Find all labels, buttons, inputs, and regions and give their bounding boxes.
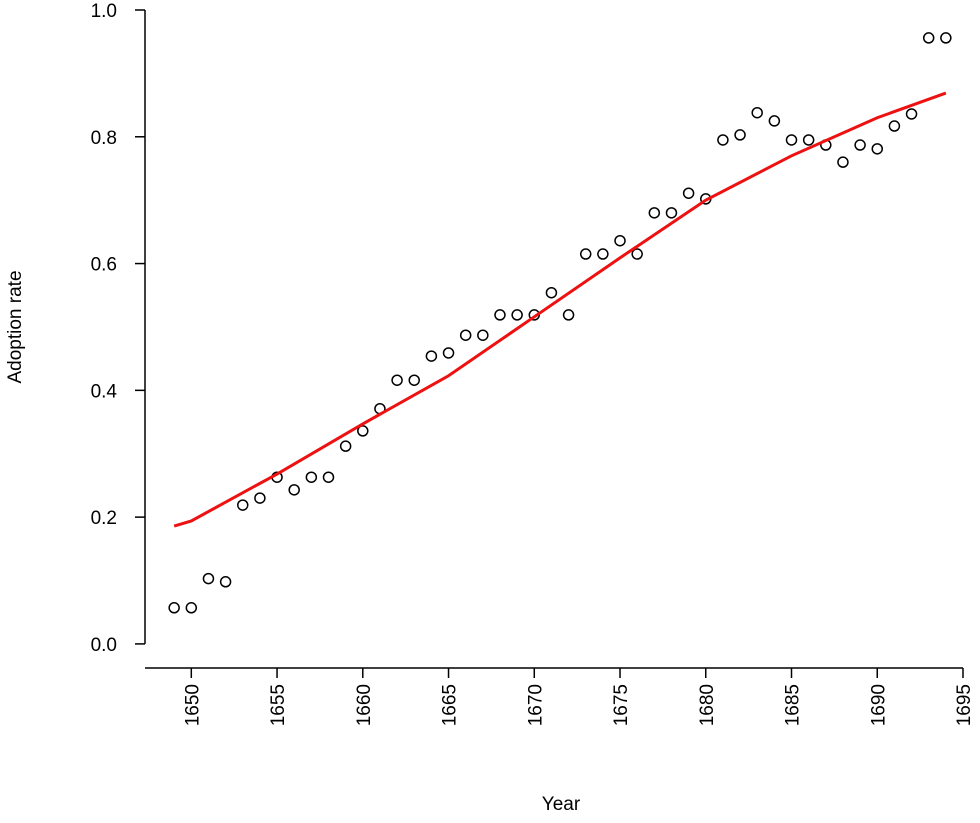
data-point bbox=[305, 471, 318, 483]
data-point bbox=[425, 350, 438, 362]
y-tick-label: 0.6 bbox=[91, 255, 117, 276]
data-point bbox=[236, 499, 249, 511]
data-point bbox=[768, 115, 781, 127]
x-tick-label: 1650 bbox=[182, 684, 203, 726]
data-point bbox=[168, 602, 180, 614]
data-point bbox=[511, 309, 523, 321]
x-tick-label: 1670 bbox=[525, 684, 546, 726]
data-point bbox=[837, 156, 849, 168]
y-tick-label: 0.8 bbox=[91, 128, 117, 149]
data-point bbox=[288, 484, 300, 496]
data-point bbox=[219, 576, 232, 588]
x-tick-label: 1695 bbox=[954, 684, 975, 726]
data-point bbox=[854, 139, 866, 151]
x-tick-label: 1690 bbox=[868, 684, 889, 726]
data-point bbox=[545, 286, 558, 299]
data-point bbox=[322, 471, 335, 483]
data-point bbox=[717, 134, 729, 146]
data-point bbox=[357, 425, 369, 437]
data-point bbox=[391, 374, 403, 386]
data-point bbox=[905, 108, 918, 120]
data-point bbox=[940, 32, 952, 44]
x-tick-label: 1655 bbox=[268, 684, 289, 726]
y-tick-label: 1.0 bbox=[91, 1, 117, 22]
x-tick-label: 1675 bbox=[611, 684, 632, 726]
data-point bbox=[751, 106, 763, 119]
data-point bbox=[477, 329, 489, 341]
data-point bbox=[339, 440, 352, 452]
data-point bbox=[631, 248, 643, 260]
y-tick-label: 0.2 bbox=[91, 508, 117, 529]
data-point bbox=[871, 143, 884, 155]
data-point bbox=[494, 309, 506, 321]
y-tick-label: 0.0 bbox=[91, 635, 117, 656]
data-point bbox=[888, 120, 901, 132]
y-axis-title: Adoption rate bbox=[5, 270, 26, 383]
x-tick-label: 1680 bbox=[697, 684, 718, 726]
data-point bbox=[562, 309, 575, 321]
data-point bbox=[922, 32, 935, 44]
data-point bbox=[579, 248, 592, 260]
data-point bbox=[665, 207, 678, 219]
x-tick-label: 1685 bbox=[783, 684, 804, 726]
data-point bbox=[185, 602, 198, 614]
x-tick-label: 1660 bbox=[354, 684, 375, 726]
data-point bbox=[614, 234, 626, 247]
data-point bbox=[254, 492, 266, 504]
data-point bbox=[459, 329, 472, 341]
data-point bbox=[734, 129, 746, 141]
data-point bbox=[682, 187, 695, 199]
data-point bbox=[202, 572, 215, 585]
x-tick-label: 1665 bbox=[440, 684, 461, 726]
x-axis-title: Year bbox=[542, 794, 581, 815]
data-point bbox=[648, 207, 661, 219]
data-point bbox=[408, 374, 420, 386]
fit-line bbox=[173, 91, 947, 528]
data-point bbox=[802, 134, 815, 146]
data-point bbox=[597, 248, 609, 260]
data-point bbox=[785, 134, 798, 146]
y-tick-label: 0.4 bbox=[91, 381, 118, 402]
data-point bbox=[442, 347, 455, 359]
